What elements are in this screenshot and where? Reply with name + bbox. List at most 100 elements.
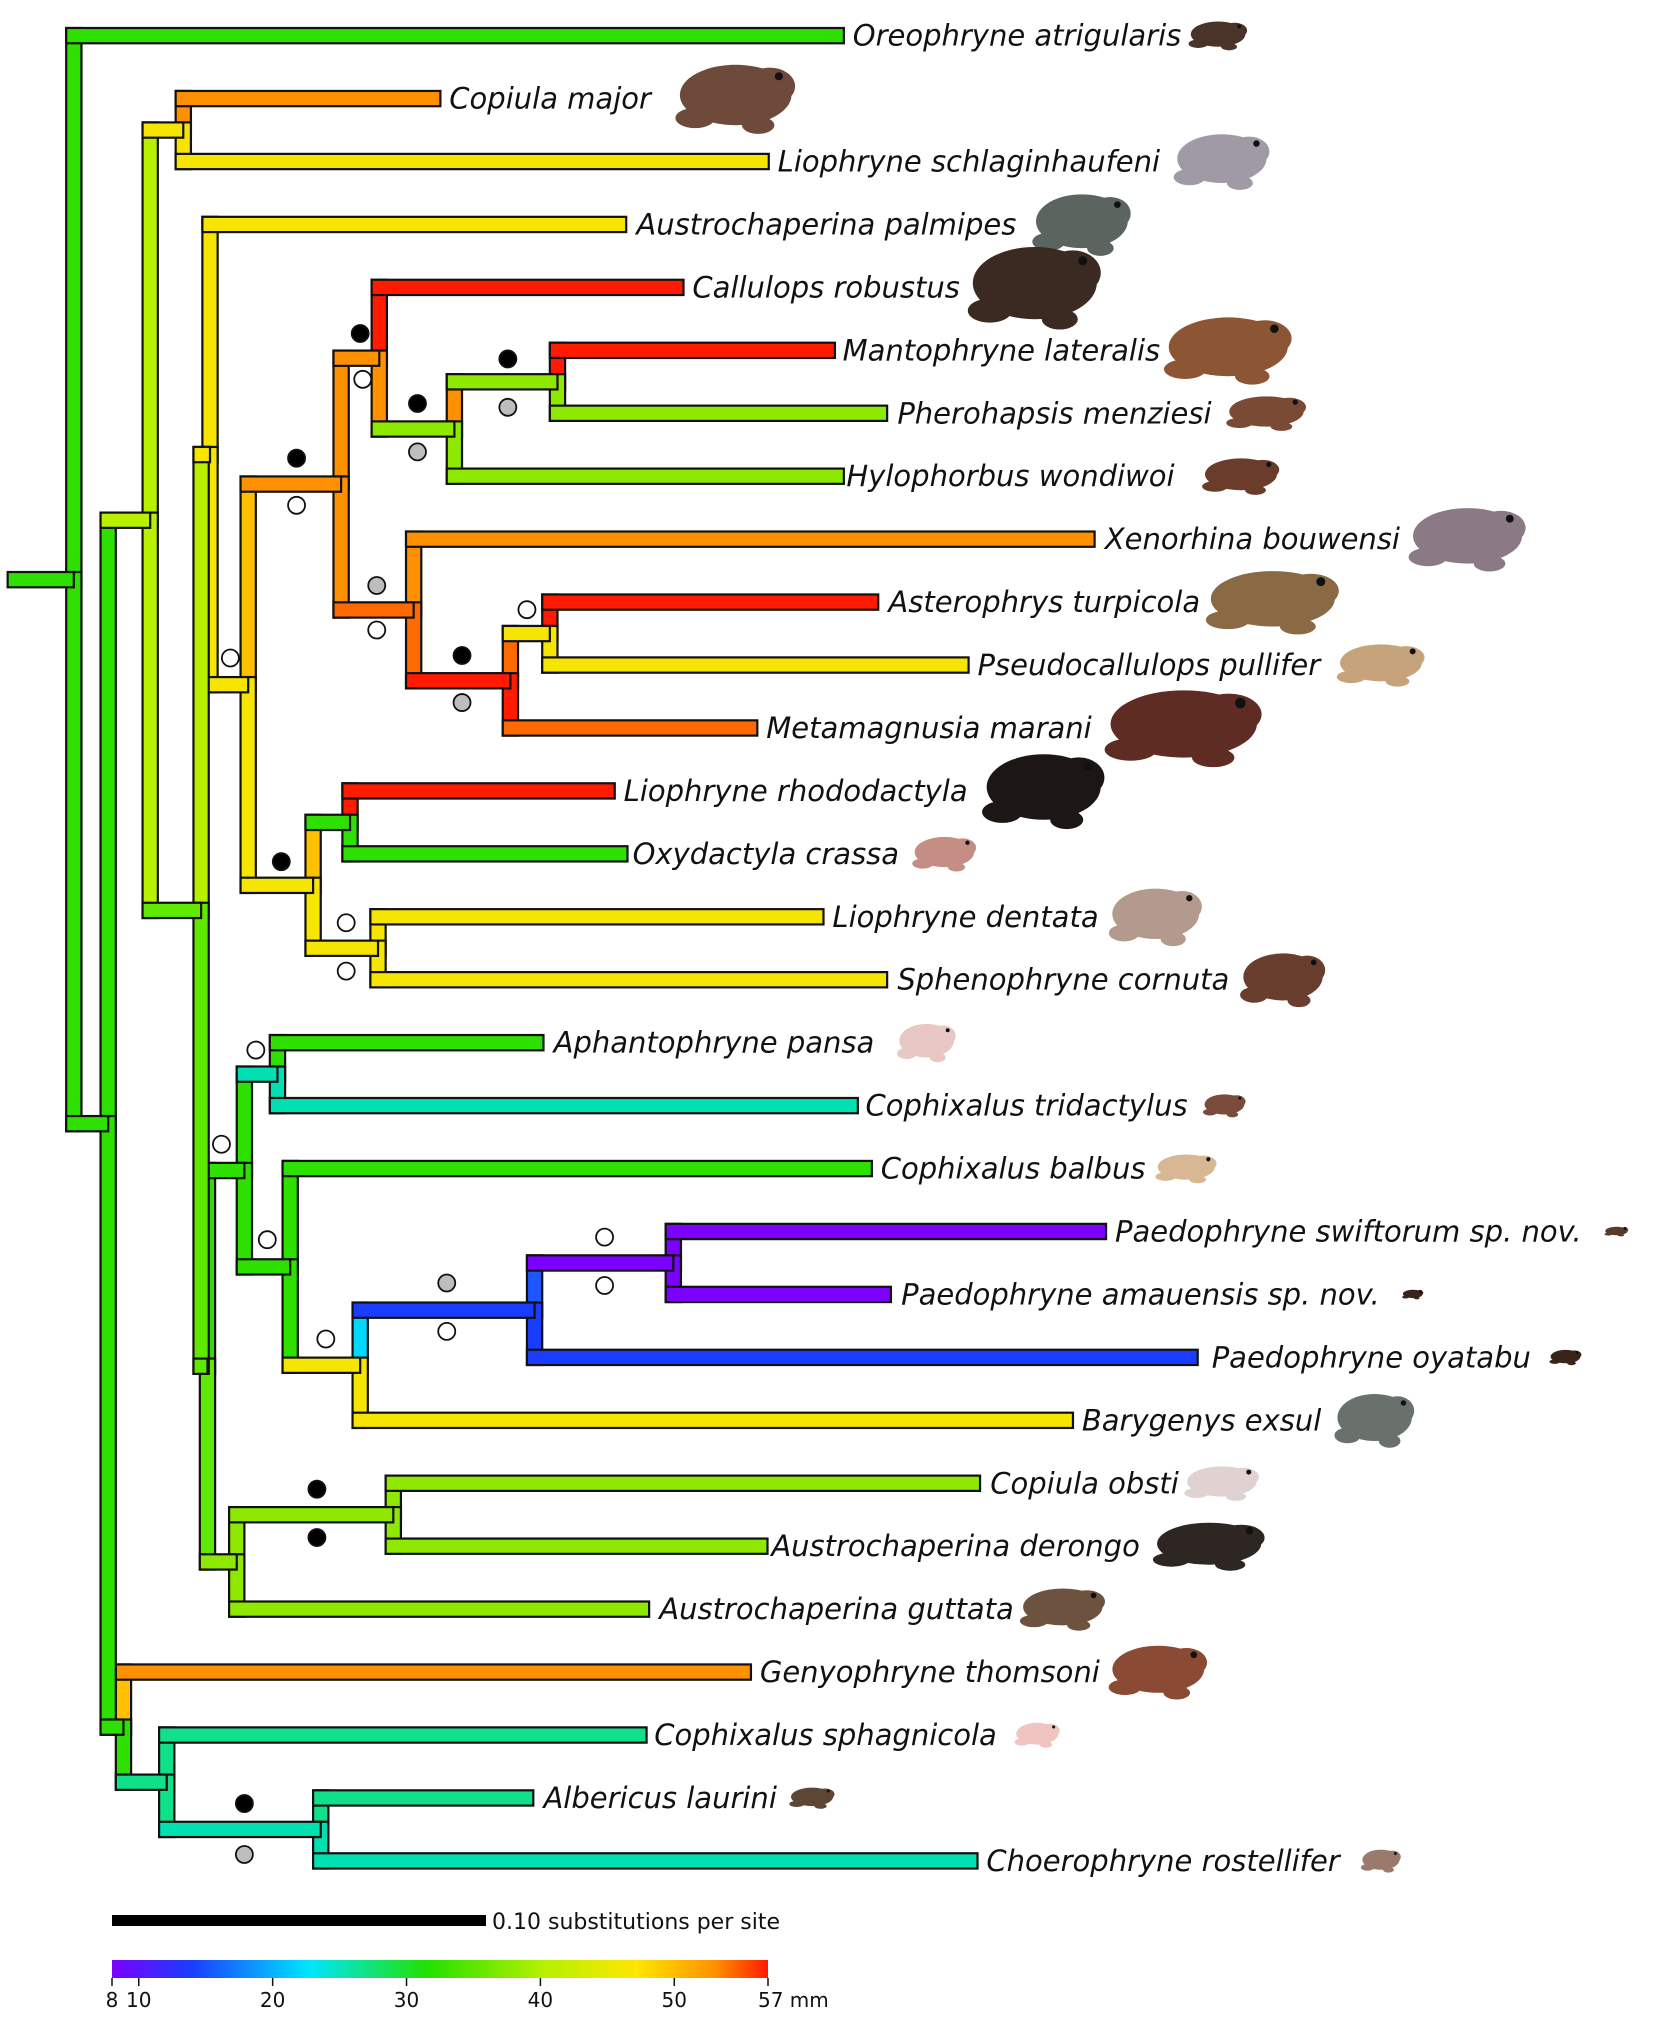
support-dot — [336, 913, 356, 933]
taxon-label: Genyophryne thomsoni — [760, 1655, 1100, 1689]
branch-horizontal — [174, 152, 770, 171]
branch-horizontal — [239, 475, 343, 493]
support-dot — [307, 1479, 327, 1499]
support-dot — [595, 1227, 614, 1247]
support-dot — [367, 576, 387, 595]
tip-labels: Oreophryne atrigularis Copiula major Lioph… — [449, 19, 1581, 1878]
branch-vertical — [332, 349, 350, 493]
branch-vertical — [192, 901, 210, 1375]
branch-horizontal — [141, 121, 185, 139]
support-dot — [367, 620, 387, 640]
branch-horizontal — [501, 624, 551, 643]
branch-horizontal — [370, 420, 456, 438]
support-dot — [234, 1845, 254, 1864]
branch-horizontal — [268, 1096, 859, 1115]
frog-icon — [982, 754, 1105, 830]
frog-icons — [675, 21, 1629, 1873]
support-dot — [336, 961, 356, 981]
branch-vertical — [192, 445, 210, 920]
frog-icon — [1184, 1466, 1259, 1501]
branch-horizontal — [268, 1033, 545, 1052]
branch-horizontal — [65, 26, 845, 45]
support-dot — [353, 369, 373, 389]
support-dot — [257, 1230, 277, 1250]
frog-icon — [1032, 194, 1131, 256]
support-dot — [212, 1134, 231, 1154]
branch-horizontal — [228, 1600, 651, 1618]
taxon-label: Paedophryne amauensis sp. nov. — [901, 1277, 1380, 1311]
frog-icon — [1173, 134, 1270, 190]
scale-bar-label: 0.10 substitutions per site — [492, 1910, 780, 1935]
taxon-label: Oxydactyla crassa — [633, 837, 899, 871]
branch-horizontal — [157, 1820, 322, 1839]
taxon-label: Asterophrys turpicola — [886, 585, 1200, 619]
branch-horizontal — [384, 1474, 982, 1492]
branch-vertical — [235, 1161, 254, 1276]
support-dot — [287, 448, 306, 468]
branch-horizontal — [370, 278, 685, 297]
branch-horizontal — [304, 939, 380, 958]
branch-horizontal — [201, 215, 628, 234]
frog-icon — [1360, 1849, 1401, 1873]
support-dot — [452, 693, 472, 712]
support-dot — [220, 648, 240, 668]
branch-horizontal — [157, 1726, 648, 1744]
support-dot — [437, 1321, 457, 1341]
branch-horizontal — [114, 1663, 753, 1681]
frog-icon — [1163, 317, 1292, 385]
branch-horizontal — [541, 593, 880, 611]
taxon-label: Austrochaperina palmipes — [634, 207, 1016, 241]
taxon-label: Cophixalus balbus — [881, 1152, 1146, 1186]
colorbar: 8 10 20 30 40 50 57 mm — [106, 1960, 829, 2012]
colorbar-tick-label: 20 — [260, 1988, 285, 2012]
taxon-label: Albericus laurini — [541, 1781, 776, 1815]
frog-icon — [1604, 1226, 1629, 1237]
support-dot — [350, 324, 370, 343]
branch-horizontal — [541, 656, 970, 674]
branch-vertical — [281, 1159, 299, 1276]
branch-vertical — [99, 1114, 117, 1736]
frog-icon — [675, 64, 796, 134]
taxon-label: Mantophryne lateralis — [843, 333, 1161, 367]
taxon-label: Oreophryne atrigularis — [853, 19, 1181, 53]
taxon-label: Paedophryne swiftorum sp. nov. — [1115, 1214, 1582, 1248]
branch-horizontal — [404, 530, 1096, 548]
branch-horizontal — [548, 404, 889, 423]
branch-horizontal — [501, 719, 759, 737]
branch-horizontal — [99, 1718, 125, 1736]
branch-horizontal — [99, 511, 152, 529]
taxon-label: Paedophryne oyatabu — [1212, 1340, 1531, 1374]
taxon-label: Xenorhina bouwensi — [1103, 522, 1400, 556]
frog-icon — [1202, 1094, 1246, 1118]
branch-vertical — [201, 215, 219, 464]
colorbar-tick-label: 40 — [528, 1988, 553, 2012]
support-dot — [498, 349, 518, 369]
branch-vertical — [281, 1258, 299, 1374]
branch-horizontal — [239, 876, 315, 895]
support-dot — [595, 1276, 614, 1295]
branch-vertical — [65, 26, 83, 589]
frog-icon — [1549, 1349, 1582, 1366]
branch-horizontal — [369, 908, 825, 926]
branch-horizontal — [235, 1258, 292, 1276]
frog-icon — [1108, 888, 1202, 947]
branch-vertical — [65, 570, 83, 1133]
taxon-label: Choerophryne rostellifer — [986, 1844, 1341, 1878]
support-dots — [212, 324, 614, 1864]
taxon-label: Sphenophryne cornuta — [897, 963, 1229, 997]
taxon-label: Cophixalus sphagnicola — [654, 1718, 997, 1752]
branch-horizontal — [369, 970, 889, 989]
support-dot — [246, 1040, 266, 1060]
frog-icon — [1408, 508, 1526, 572]
branch-horizontal — [192, 1357, 209, 1375]
branch-horizontal — [198, 1553, 238, 1571]
frog-icon — [1334, 1393, 1415, 1448]
taxon-label: Hylophorbus wondiwoi — [846, 459, 1174, 493]
branch-vertical — [235, 1065, 254, 1180]
branch-horizontal — [281, 1159, 873, 1178]
frog-icon — [1205, 571, 1339, 635]
taxon-label: Pseudocallulops pullifer — [978, 648, 1323, 682]
branch-vertical — [99, 511, 117, 1133]
colorbar-tick-label: 50 — [662, 1988, 687, 2012]
branch-horizontal — [341, 782, 616, 800]
